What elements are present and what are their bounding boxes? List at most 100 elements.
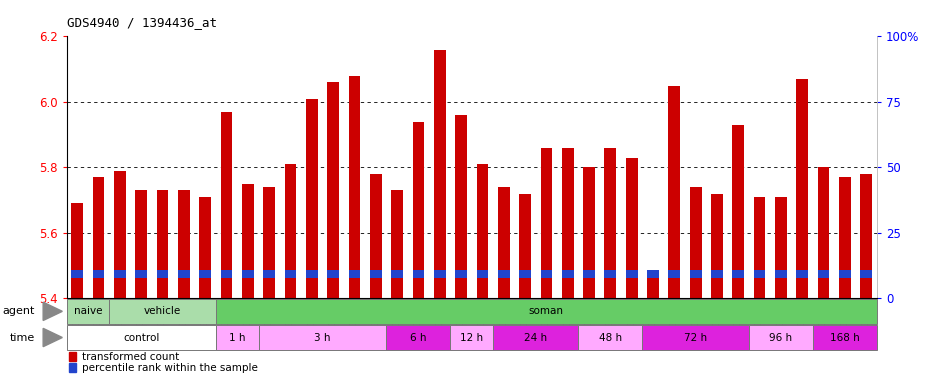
Bar (860, 270, 872, 278)
Bar (648, 270, 659, 278)
Bar (67, 299, 109, 324)
Bar (669, 270, 680, 278)
Bar (749, 325, 813, 350)
Bar (221, 270, 232, 278)
Bar (370, 174, 382, 298)
Bar (200, 270, 211, 278)
Bar (242, 184, 253, 298)
Bar (775, 197, 787, 298)
Bar (733, 125, 744, 298)
Bar (221, 112, 232, 298)
Bar (92, 177, 105, 298)
Text: 48 h: 48 h (598, 333, 622, 343)
Text: naive: naive (74, 306, 102, 316)
Bar (264, 270, 275, 278)
Bar (498, 187, 510, 298)
Polygon shape (43, 302, 62, 321)
Text: 1 h: 1 h (229, 333, 245, 343)
Bar (285, 164, 296, 298)
Bar (135, 270, 147, 278)
Bar (114, 270, 126, 278)
Bar (626, 157, 637, 298)
Bar (476, 164, 488, 298)
Bar (626, 270, 637, 278)
Bar (578, 325, 642, 350)
Bar (450, 325, 493, 350)
Bar (754, 270, 766, 278)
Bar (605, 270, 616, 278)
Bar (434, 50, 446, 298)
Bar (796, 270, 808, 278)
Bar (178, 190, 190, 298)
Bar (413, 122, 425, 298)
Text: soman: soman (529, 306, 564, 316)
Text: 12 h: 12 h (460, 333, 483, 343)
Bar (258, 325, 387, 350)
Bar (818, 167, 830, 298)
Bar (68, 363, 76, 372)
Bar (796, 79, 808, 298)
Bar (540, 148, 552, 298)
Text: vehicle: vehicle (144, 306, 181, 316)
Bar (813, 325, 877, 350)
Text: 24 h: 24 h (524, 333, 548, 343)
Text: percentile rank within the sample: percentile rank within the sample (81, 363, 257, 373)
Bar (200, 197, 211, 298)
Bar (349, 76, 361, 298)
Bar (493, 325, 578, 350)
Text: time: time (9, 333, 34, 343)
Bar (561, 270, 574, 278)
Bar (690, 187, 701, 298)
Bar (561, 148, 574, 298)
Text: GDS4940 / 1394436_at: GDS4940 / 1394436_at (67, 16, 216, 29)
Bar (71, 204, 83, 298)
Bar (216, 325, 258, 350)
Bar (669, 86, 680, 298)
Text: 6 h: 6 h (410, 333, 426, 343)
Text: agent: agent (2, 306, 34, 316)
Bar (387, 325, 450, 350)
Bar (476, 270, 488, 278)
Bar (519, 194, 531, 298)
Bar (839, 270, 851, 278)
Bar (114, 170, 126, 298)
Bar (349, 270, 361, 278)
Bar (156, 190, 168, 298)
Bar (605, 148, 616, 298)
Bar (839, 177, 851, 298)
Bar (68, 352, 76, 361)
Bar (583, 167, 595, 298)
Bar (642, 325, 749, 350)
Bar (690, 270, 701, 278)
Bar (818, 270, 830, 278)
Text: 96 h: 96 h (770, 333, 793, 343)
Bar (413, 270, 425, 278)
Bar (67, 325, 216, 350)
Text: 168 h: 168 h (830, 333, 860, 343)
Bar (711, 194, 722, 298)
Bar (71, 270, 83, 278)
Bar (285, 270, 296, 278)
Bar (498, 270, 510, 278)
Bar (754, 197, 766, 298)
Polygon shape (43, 328, 62, 347)
Text: 72 h: 72 h (684, 333, 708, 343)
Text: control: control (123, 333, 159, 343)
Bar (455, 270, 467, 278)
Bar (264, 187, 275, 298)
Bar (135, 190, 147, 298)
Bar (216, 299, 877, 324)
Bar (860, 174, 872, 298)
Bar (733, 270, 744, 278)
Bar (540, 270, 552, 278)
Bar (370, 270, 382, 278)
Bar (327, 270, 339, 278)
Text: transformed count: transformed count (81, 352, 179, 362)
Bar (242, 270, 253, 278)
Text: 3 h: 3 h (314, 333, 331, 343)
Bar (434, 270, 446, 278)
Bar (775, 270, 787, 278)
Bar (648, 272, 659, 298)
Bar (306, 99, 317, 298)
Bar (109, 299, 216, 324)
